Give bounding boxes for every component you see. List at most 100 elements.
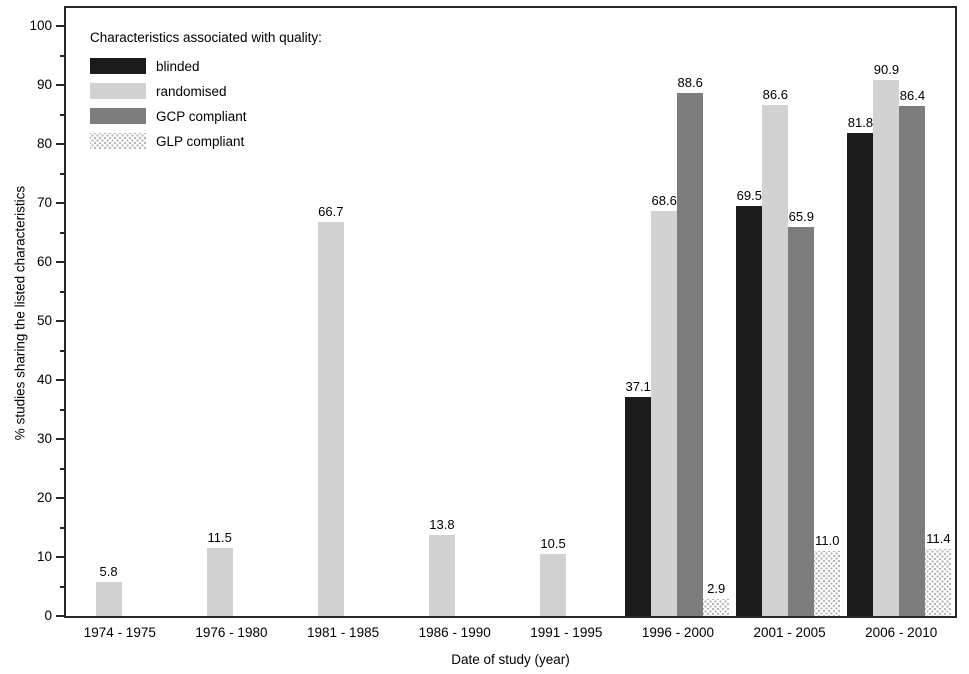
bar-slot-randomised: 68.6 (651, 193, 678, 616)
legend-item-gcp: GCP compliant (90, 108, 322, 124)
y-minor-tick (60, 231, 65, 234)
bar-blinded (736, 205, 763, 616)
bar-randomised (762, 105, 789, 616)
bar-slot-gcp: 65.9 (788, 209, 815, 616)
bar-value-label: 69.5 (736, 187, 762, 203)
y-minor-tick (60, 349, 65, 352)
y-tick-label: 50 (36, 313, 52, 328)
legend-label: blinded (156, 58, 200, 74)
bar-group: 81.8 90.9 86.4 11.4 (844, 8, 955, 616)
bar-value-label: 5.8 (99, 563, 118, 579)
bar-randomised (206, 548, 233, 616)
y-major-tick (56, 143, 65, 145)
y-minor-tick (60, 585, 65, 588)
bar-value-label: 81.8 (847, 115, 874, 131)
bar-glp (925, 548, 952, 616)
bar-slot-blinded: 37.1 (625, 379, 652, 616)
y-major-tick (56, 202, 65, 204)
bar-slot-randomised: 90.9 (873, 61, 900, 616)
y-major-tick (56, 261, 65, 263)
bar-value-label: 90.9 (873, 61, 900, 77)
y-minor-tick (60, 467, 65, 470)
legend-item-glp: GLP compliant (90, 133, 322, 149)
y-major-tick (56, 25, 65, 27)
bar-randomised (428, 534, 455, 616)
y-major-tick (56, 84, 65, 86)
bar-glp (703, 598, 730, 616)
x-category-label: 1981 - 1985 (307, 625, 380, 640)
bar-value-label: 2.9 (707, 580, 726, 596)
y-major-tick (56, 320, 65, 322)
legend-label: GLP compliant (156, 133, 245, 149)
bar-slot-randomised: 13.8 (428, 516, 455, 616)
bar-value-label: 13.8 (429, 516, 455, 532)
y-minor-tick (60, 408, 65, 411)
y-tick-label: 100 (29, 18, 52, 33)
legend-label: randomised (156, 83, 227, 99)
bar-group: 11.5 (177, 8, 288, 616)
bar-slot-randomised: 5.8 (95, 563, 122, 616)
y-tick-label: 20 (36, 490, 52, 505)
legend-swatch-glp (90, 133, 146, 149)
bar-value-label: 11.0 (815, 533, 840, 549)
y-tick-label: 80 (36, 136, 52, 151)
bar-group: 66.7 (288, 8, 399, 616)
y-minor-tick (60, 172, 65, 175)
x-category-label: 1974 - 1975 (83, 625, 156, 640)
legend-item-blinded: blinded (90, 58, 322, 74)
bar-slot-gcp: 88.6 (677, 75, 704, 616)
y-major-tick (56, 379, 65, 381)
y-minor-tick (60, 526, 65, 529)
bar-slot-glp: 2.9 (703, 580, 730, 616)
x-category-label: 2001 - 2005 (753, 625, 826, 640)
bar-slot-blinded: 81.8 (847, 115, 874, 616)
y-tick-label: 70 (36, 195, 52, 210)
bar-group: 69.5 86.6 65.9 11.0 (733, 8, 844, 616)
bar-slot-randomised: 86.6 (762, 87, 789, 616)
bar-value-label: 68.6 (651, 193, 677, 209)
y-major-tick (56, 438, 65, 440)
bar-group: 13.8 (399, 8, 510, 616)
x-category-label: 1991 - 1995 (530, 625, 603, 640)
bar-randomised (540, 554, 567, 616)
legend-swatch-blinded (90, 58, 146, 74)
y-minor-tick (60, 113, 65, 116)
bar-gcp (677, 93, 704, 616)
bar-gcp (899, 106, 926, 616)
bar-randomised (317, 222, 344, 616)
bar-group: 10.5 (511, 8, 622, 616)
bars-area: 5.8 11.5 66.7 13.8 10.5 37.1 68.6 88.6 2.9 69.5 86… (66, 8, 955, 616)
x-category-label: 1986 - 1990 (418, 625, 491, 640)
x-axis-title: Date of study (year) (451, 652, 570, 667)
bar-value-label: 66.7 (318, 204, 344, 220)
bar-group: 5.8 (66, 8, 177, 616)
bar-value-label: 88.6 (677, 75, 703, 91)
y-tick-label: 10 (36, 549, 52, 564)
bar-glp (814, 551, 841, 616)
y-tick-label: 40 (36, 372, 52, 387)
bar-blinded (847, 133, 874, 616)
legend: Characteristics associated with quality:… (90, 30, 322, 149)
bar-slot-gcp: 86.4 (899, 88, 926, 616)
y-tick-label: 30 (36, 431, 52, 446)
y-major-tick (56, 615, 65, 617)
x-category-label: 1976 - 1980 (195, 625, 268, 640)
bar-group: 37.1 68.6 88.6 2.9 (622, 8, 733, 616)
bar-slot-randomised: 66.7 (317, 204, 344, 616)
y-minor-tick (60, 54, 65, 57)
bar-slot-blinded: 69.5 (736, 187, 763, 616)
y-axis-title: % studies sharing the listed characteris… (12, 185, 28, 441)
legend-swatch-gcp (90, 108, 146, 124)
bar-slot-randomised: 11.5 (206, 530, 233, 616)
bar-randomised (651, 211, 678, 616)
x-axis-labels: 1974 - 1975 1976 - 1980 1981 - 1985 1986 - … (64, 625, 957, 640)
bar-value-label: 86.4 (899, 88, 926, 104)
legend-items: blinded randomised GCP compliant GLP compli… (90, 58, 322, 149)
y-tick-label: 60 (36, 254, 52, 269)
bar-value-label: 37.1 (625, 379, 651, 395)
bar-value-label: 65.9 (788, 209, 814, 225)
bar-value-label: 11.5 (207, 530, 232, 546)
bar-blinded (625, 397, 652, 616)
legend-item-randomised: randomised (90, 83, 322, 99)
